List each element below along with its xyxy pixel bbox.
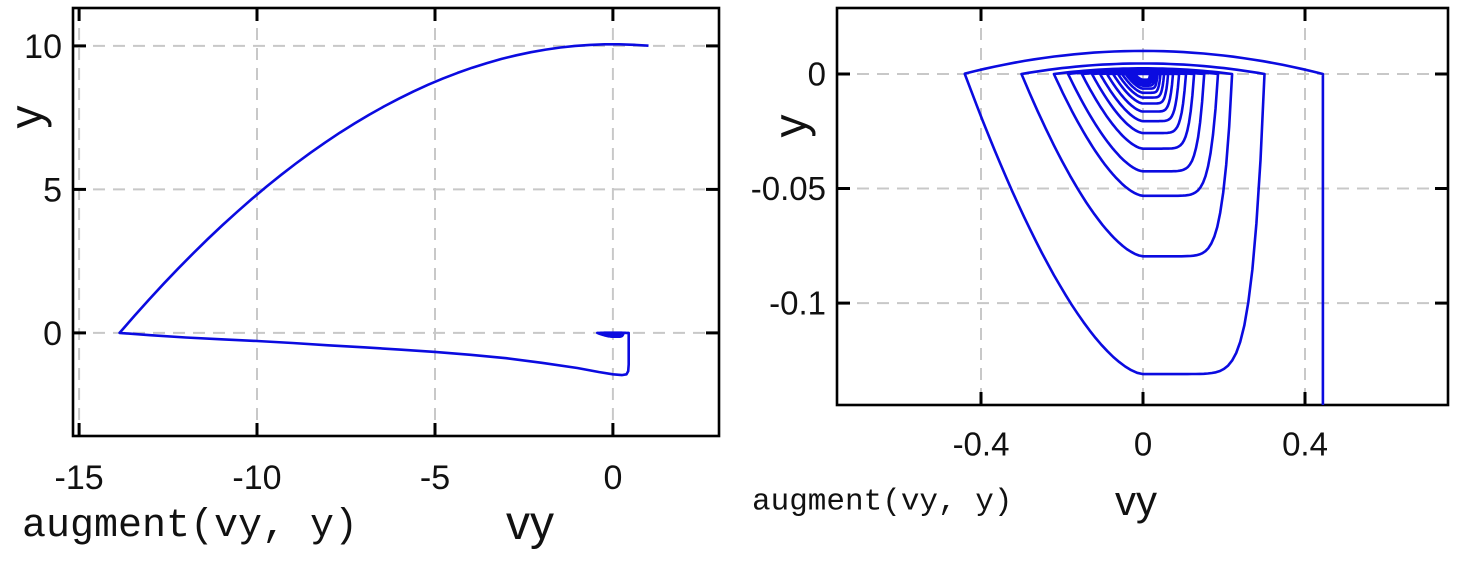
x-axis-title-overview: vy bbox=[506, 497, 554, 550]
y-tick-label: 5 bbox=[43, 171, 62, 209]
y-tick-label: 0 bbox=[43, 315, 62, 353]
x-axis-title-zoom: vy bbox=[1115, 477, 1157, 524]
y-tick-label: 10 bbox=[24, 28, 62, 66]
plot-frame bbox=[71, 6, 721, 438]
trajectory-curve bbox=[118, 43, 649, 377]
phase-plot-overview[interactable]: -15 -10 -5 0 10 5 0 bbox=[24, 6, 721, 497]
y-axis-title-overview: y bbox=[0, 105, 52, 129]
trace-expression-zoom[interactable]: augment(vy, y) bbox=[752, 484, 1013, 520]
y-tick-label: 0 bbox=[808, 56, 826, 93]
trace-expression-overview[interactable]: augment(vy, y) bbox=[22, 504, 359, 549]
x-tick-label: 0 bbox=[603, 459, 622, 497]
x-tick-label: -0.4 bbox=[953, 426, 1010, 463]
y-tick-label: -0.1 bbox=[769, 285, 826, 322]
x-tick-label: -5 bbox=[420, 459, 450, 497]
y-tick-label: -0.05 bbox=[751, 170, 826, 207]
y-axis-title-zoom: y bbox=[764, 114, 816, 138]
x-tick-label: 0.4 bbox=[1282, 426, 1328, 463]
x-tick-label: -10 bbox=[232, 459, 281, 497]
x-tick-label: -15 bbox=[55, 459, 104, 497]
x-tick-label: 0 bbox=[1134, 426, 1152, 463]
plot-frame bbox=[835, 6, 1450, 407]
